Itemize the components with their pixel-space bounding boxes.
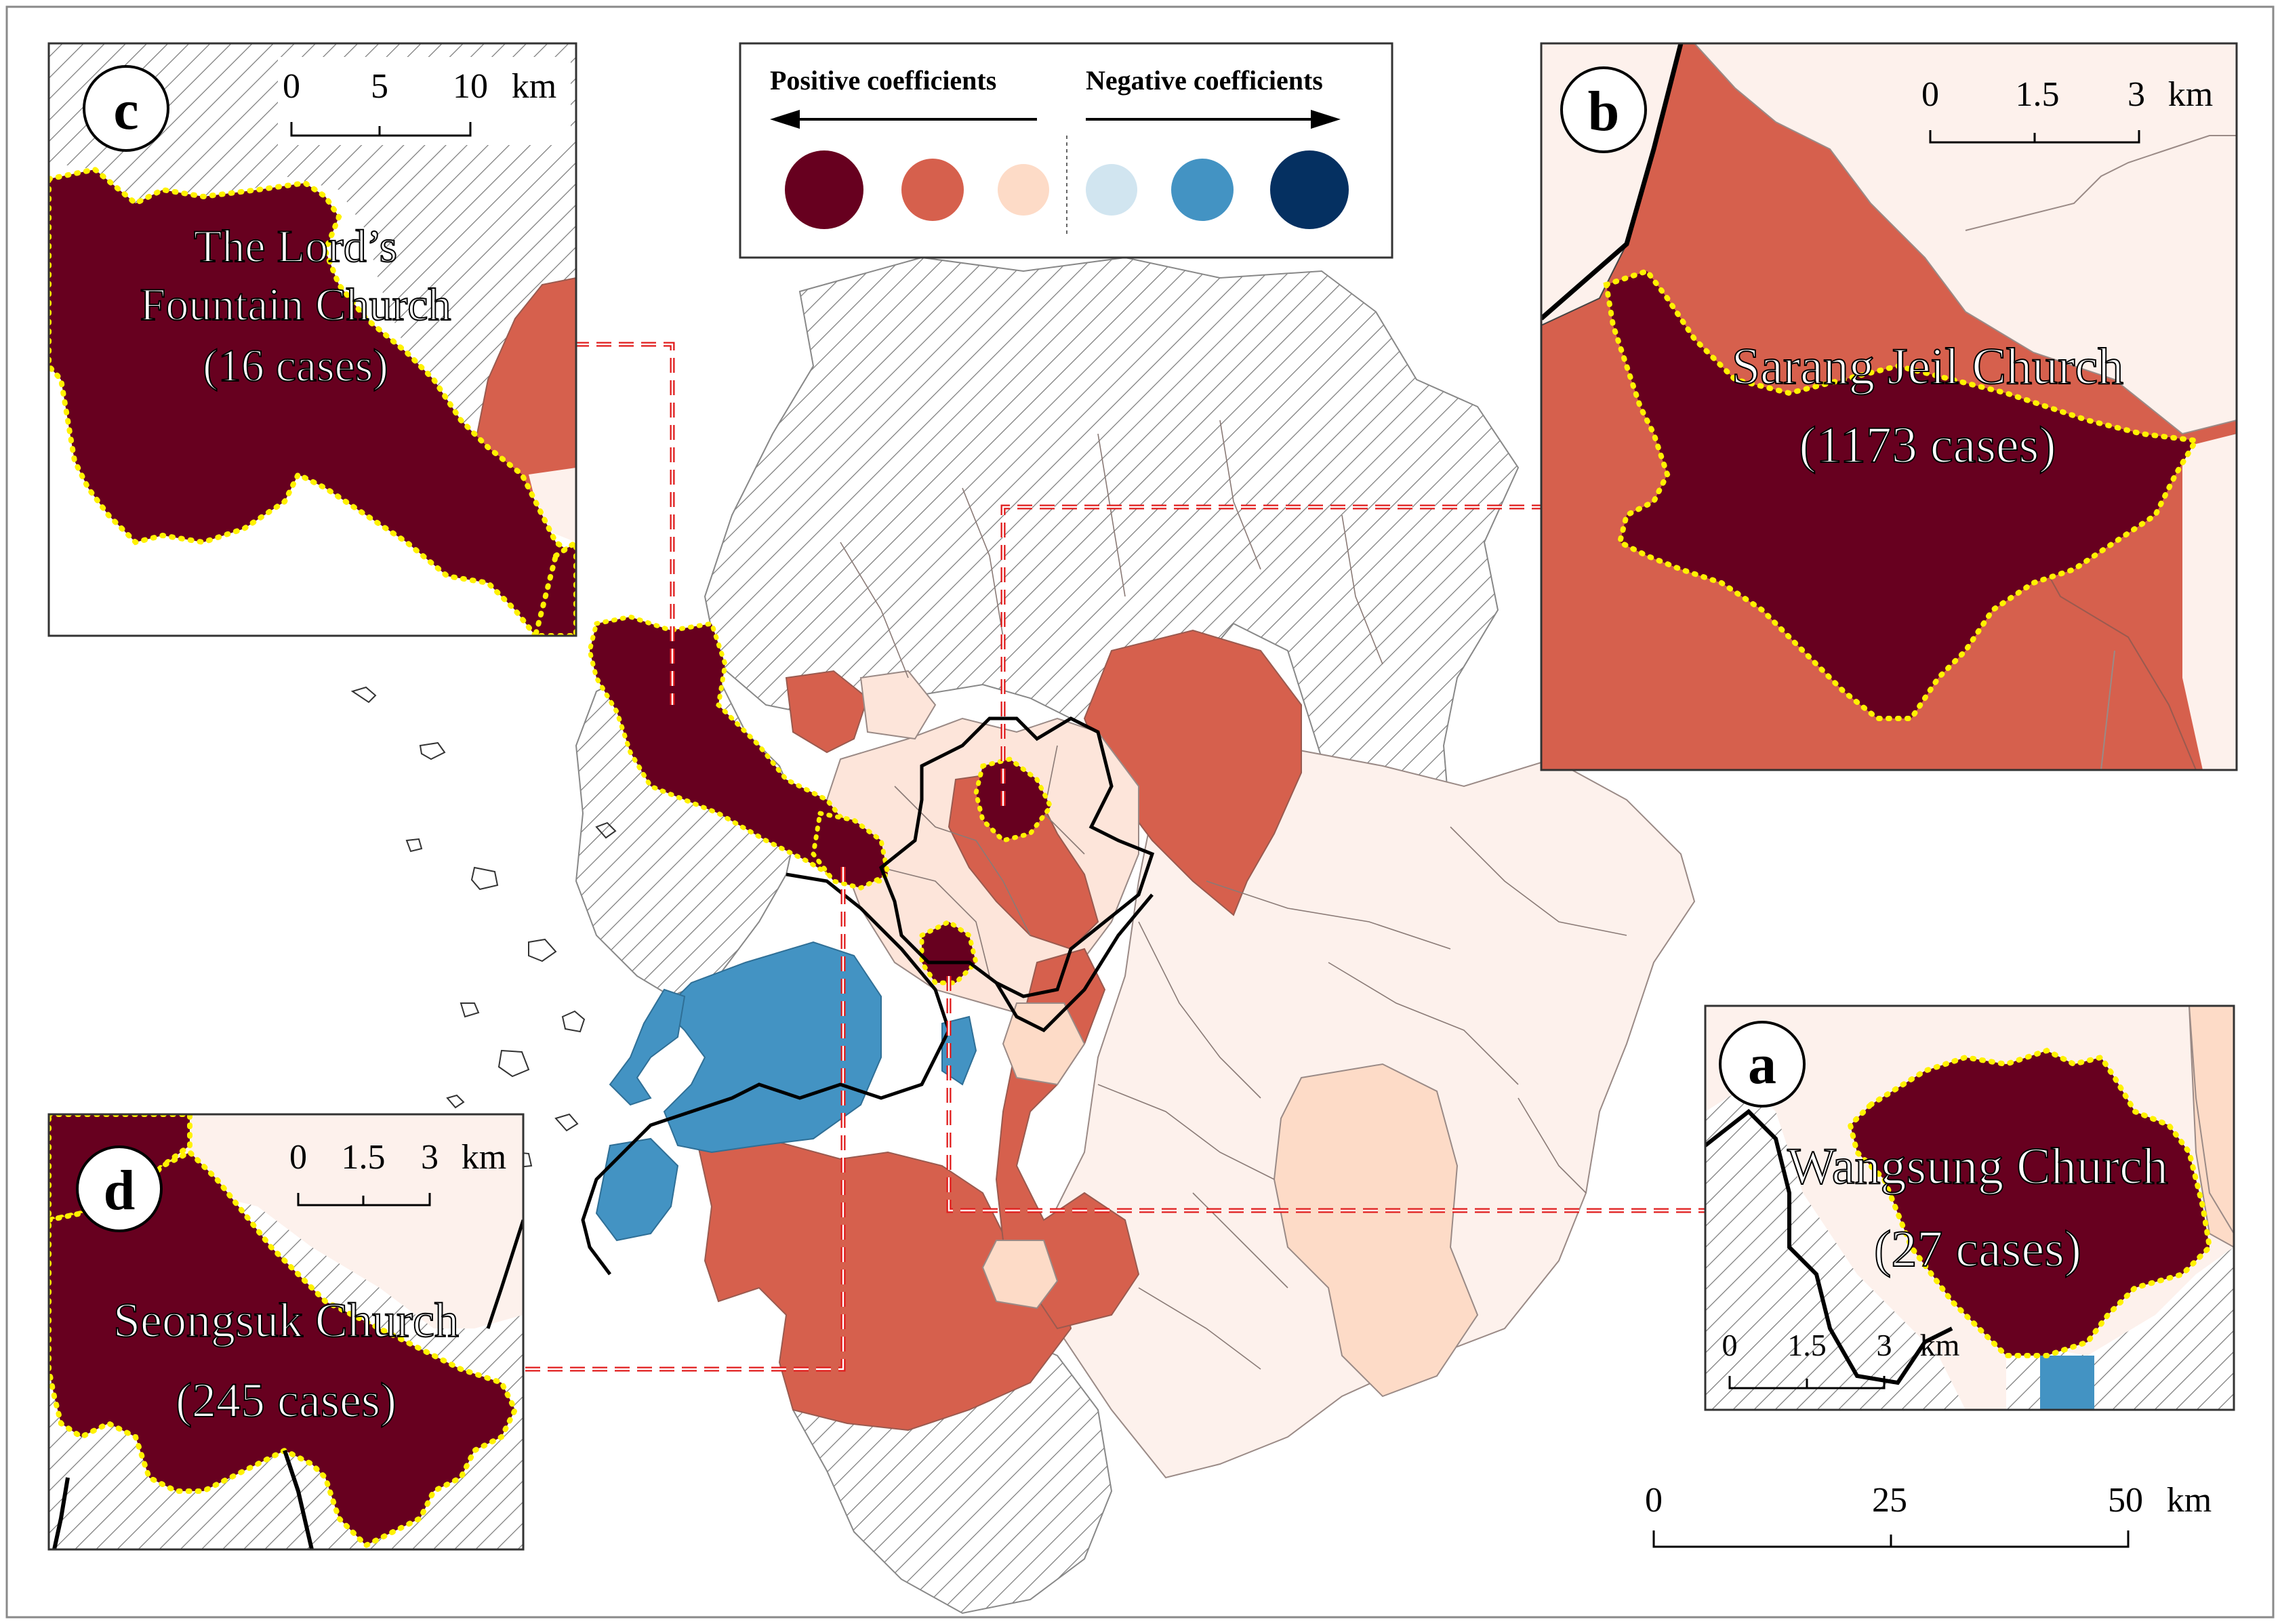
legend-negative-arrowhead	[1311, 110, 1341, 129]
inset-c-scale-bar: 0 5 10 km	[278, 57, 571, 145]
inset-c-scale-tick-0: 0	[283, 67, 300, 106]
inset-d: d Seongsuk Church (245 cases) 0 1.5 3 km	[47, 1113, 525, 1551]
legend-swatch-strong-negative	[1270, 150, 1349, 229]
inset-b-scale-tick-1: 1.5	[2016, 75, 2060, 114]
legend-negative-label: Negative coefficients	[1086, 65, 1323, 96]
inset-c-scale-unit: km	[512, 67, 556, 106]
inset-b-scale-bar: 0 1.5 3 km	[1921, 75, 2213, 144]
inset-a-church: Wangsung Church	[1787, 1138, 2168, 1195]
main-scale-tick-2: 50	[2108, 1481, 2143, 1520]
region-strong-positive-wangsung	[919, 918, 979, 986]
inset-d-letter-badge	[76, 1145, 163, 1232]
inset-a-scale-bar: 0 1.5 3 km	[1722, 1328, 1960, 1389]
inset-c-border	[47, 42, 577, 637]
legend-swatch-strong-positive	[785, 150, 863, 229]
region-moderate-negative-2	[609, 988, 686, 1106]
main-scale-unit: km	[2167, 1481, 2212, 1520]
inset-a-cases: (27 cases)	[1874, 1221, 2081, 1278]
inset-d-cases: (245 cases)	[176, 1373, 396, 1427]
seoul-boundary	[878, 716, 1155, 998]
inset-c-church-line2: Fountain Church	[140, 279, 451, 330]
inset-d-border	[47, 1113, 525, 1551]
legend-swatch-weak-positive	[998, 164, 1049, 216]
inset-c-letter: c	[113, 79, 138, 142]
inset-b-letter-badge	[1560, 66, 1647, 153]
inset-a-scale-tick-2: 3	[1877, 1328, 1892, 1362]
inset-d-scale-unit: km	[462, 1138, 506, 1177]
region-weak-positive-se	[1273, 1063, 1479, 1398]
inset-b-letter: b	[1588, 80, 1620, 143]
main-map	[350, 256, 1696, 1615]
legend-positive-label: Positive coefficients	[770, 65, 996, 96]
inset-b-scale-tick-2: 3	[2128, 75, 2145, 114]
inset-a-scale-tick-0: 0	[1722, 1328, 1738, 1362]
region-moderate-negative-3	[595, 1137, 679, 1242]
inset-a-border	[1704, 1004, 2235, 1411]
region-metro-weak-2	[981, 1240, 1059, 1310]
inset-b-church: Sarang Jeil Church	[1732, 338, 2123, 395]
inset-b-cases: (1173 cases)	[1799, 417, 2056, 474]
inset-d-letter: d	[104, 1159, 136, 1222]
legend-swatch-weak-negative	[1086, 164, 1137, 216]
inset-d-scale-bar: 0 1.5 3 km	[289, 1138, 506, 1206]
gyeonggi-boundary-seg	[994, 893, 1154, 1033]
inset-a: a Wangsung Church (27 cases) 0 1.5 3 km	[1704, 1004, 2235, 1411]
inset-d-scale-tick-2: 3	[421, 1138, 439, 1177]
inset-c-cases: (16 cases)	[203, 340, 388, 391]
region-strong-positive-lords-fountain	[587, 614, 884, 884]
inset-c: c The Lord’s Fountain Church (16 cases) …	[47, 42, 577, 637]
main-scale-tick-1: 25	[1872, 1481, 1907, 1520]
legend: Positive coefficients Negative coefficie…	[739, 42, 1393, 259]
region-moderate-positive-sw	[697, 1137, 1072, 1432]
legend-swatch-moderate-negative	[1171, 159, 1234, 221]
inset-c-letter-badge	[83, 65, 169, 152]
inset-b: b Sarang Jeil Church (1173 cases) 0 1.5 …	[1540, 42, 2238, 771]
inset-b-scale-tick-0: 0	[1921, 75, 1939, 114]
inset-c-church-line1: The Lord’s	[194, 220, 397, 272]
inset-b-border	[1540, 42, 2238, 771]
region-strong-positive-sarang-jeil	[973, 756, 1054, 843]
island-outlines	[350, 686, 617, 1169]
inset-a-scale-unit: km	[1920, 1328, 1960, 1362]
inset-a-letter: a	[1748, 1033, 1776, 1096]
inset-a-letter-badge	[1719, 1021, 1806, 1108]
region-strong-positive-seongsuk	[811, 810, 891, 891]
inset-c-scale-tick-1: 5	[371, 67, 388, 106]
incheon-boundary	[581, 872, 951, 1276]
legend-swatch-moderate-positive	[901, 159, 964, 221]
region-metro-moderate-3	[785, 670, 869, 754]
inset-a-scale-tick-1: 1.5	[1787, 1328, 1827, 1362]
inset-d-scale-tick-0: 0	[289, 1138, 307, 1177]
region-metro-weak-1	[1002, 1002, 1086, 1086]
legend-positive-arrowhead	[770, 110, 800, 129]
inset-d-church: Seongsuk Church	[113, 1293, 459, 1347]
main-scale-bar: 0 25 50 km	[1645, 1481, 2212, 1548]
inset-b-scale-unit: km	[2168, 75, 2213, 114]
inset-c-scale-tick-2: 10	[453, 67, 488, 106]
district-boundaries	[840, 420, 1627, 1370]
main-scale-tick-0: 0	[1645, 1481, 1663, 1520]
region-metro-weak-3	[859, 670, 937, 740]
inset-d-scale-tick-1: 1.5	[342, 1138, 386, 1177]
